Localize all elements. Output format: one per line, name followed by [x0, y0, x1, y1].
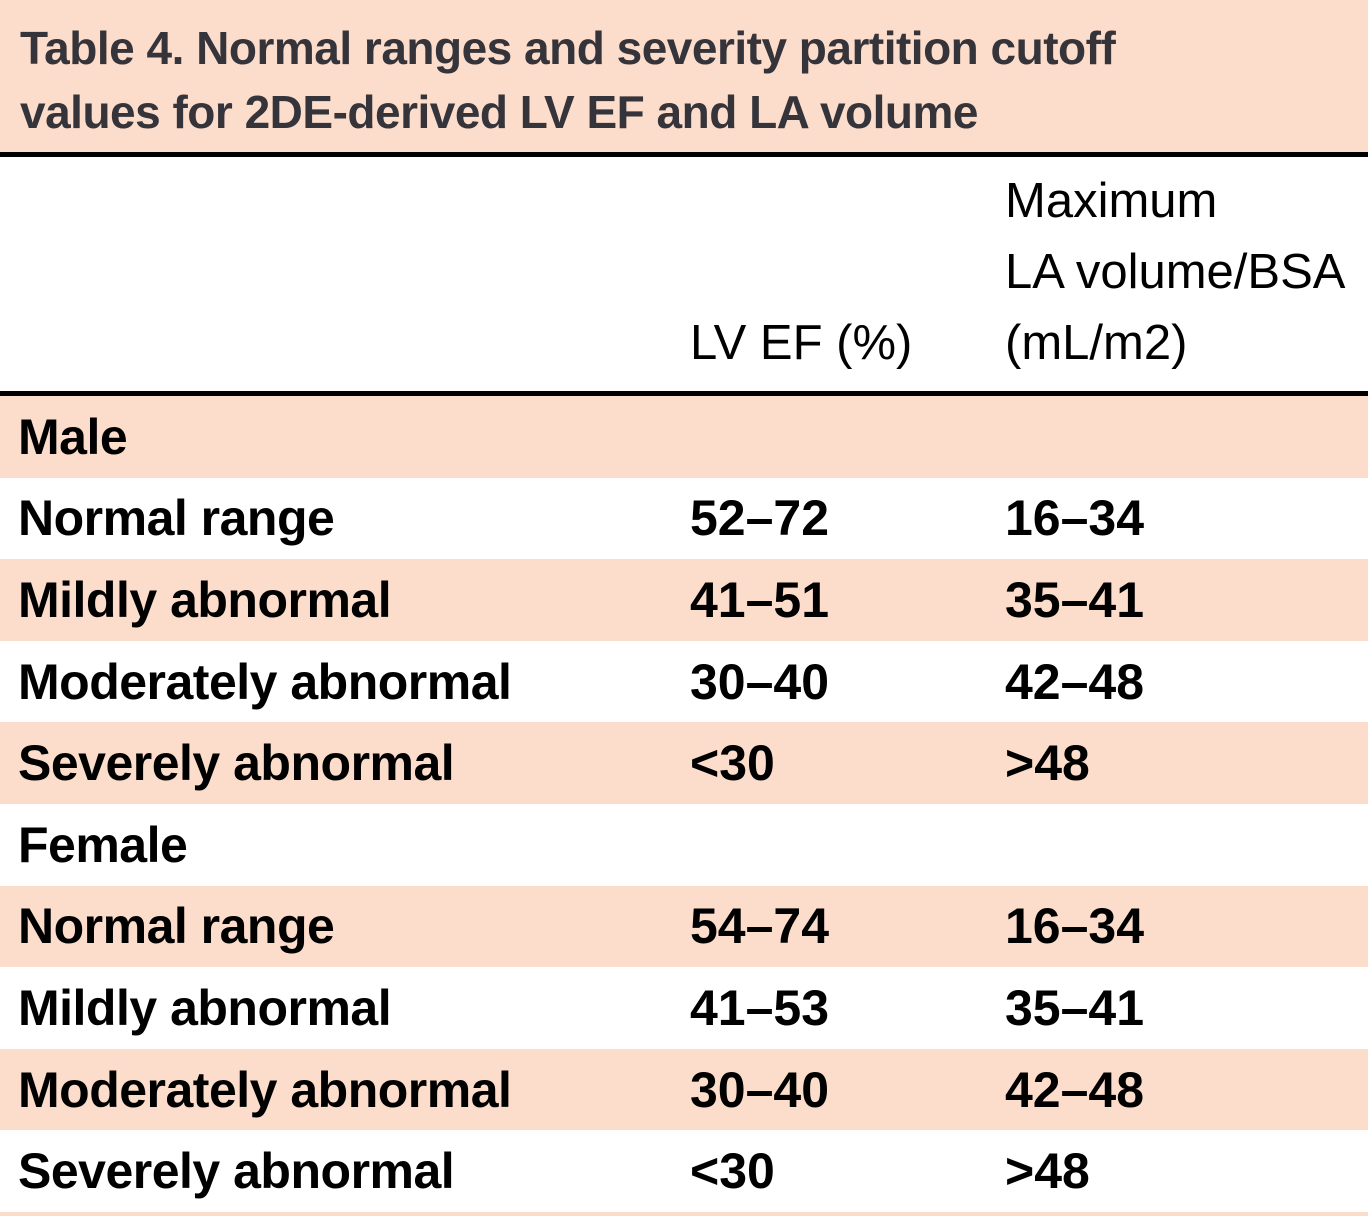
row-label: Male — [18, 408, 128, 465]
table-title-line-1: Table 4. Normal ranges and severity part… — [20, 22, 1116, 74]
row-label: Moderately abnormal — [18, 1061, 512, 1118]
row-label: Normal range — [18, 490, 335, 547]
column-header-band: LV EF (%) Maximum LA volume/BSA (mL/m2) — [0, 152, 1368, 396]
lvef-value: <30 — [690, 1143, 775, 1200]
la-volume-value: 42–48 — [1005, 1061, 1145, 1118]
table-row-female-severe: Severely abnormal <30 >48 — [0, 1130, 1368, 1212]
lvef-value: 30–40 — [690, 1061, 830, 1118]
column-header-la-line-2: LA volume/BSA — [1005, 245, 1346, 299]
lvef-value: 54–74 — [690, 898, 830, 955]
lvef-value: <30 — [690, 735, 775, 792]
column-header-lvef-label: LV EF (%) — [690, 316, 913, 370]
row-label: Mildly abnormal — [18, 571, 392, 628]
row-label: Severely abnormal — [18, 735, 455, 792]
table-row-male-section: Male — [0, 396, 1368, 478]
table-row-female-section: Female — [0, 803, 1368, 886]
lvef-value: 41–53 — [690, 979, 830, 1036]
lvef-value: 30–40 — [690, 653, 830, 710]
row-label: Severely abnormal — [18, 1143, 455, 1200]
column-header-la-volume: Maximum LA volume/BSA (mL/m2) — [989, 166, 1368, 379]
table-title-line-2: values for 2DE-derived LV EF and LA volu… — [20, 86, 979, 138]
table-row-female-mild: Mildly abnormal 41–53 35–41 — [0, 967, 1368, 1049]
la-volume-value: 35–41 — [1005, 571, 1145, 628]
table-row-male-normal: Normal range 52–72 16–34 — [0, 477, 1368, 560]
column-header-la-line-3: (mL/m2) — [1005, 316, 1188, 370]
table-row-male-mild: Mildly abnormal 41–51 35–41 — [0, 559, 1368, 641]
table-row-female-moderate: Moderately abnormal 30–40 42–48 — [0, 1048, 1368, 1131]
la-volume-value: >48 — [1005, 735, 1090, 792]
table-row-female-normal: Normal range 54–74 16–34 — [0, 885, 1368, 968]
row-label: Moderately abnormal — [18, 653, 512, 710]
lvef-value: 41–51 — [690, 571, 830, 628]
table-title: Table 4. Normal ranges and severity part… — [0, 0, 1368, 152]
column-header-lvef: LV EF (%) — [674, 308, 989, 379]
la-volume-value: 42–48 — [1005, 653, 1145, 710]
la-volume-value: 35–41 — [1005, 979, 1145, 1036]
la-volume-value: 16–34 — [1005, 898, 1145, 955]
la-volume-value: 16–34 — [1005, 490, 1145, 547]
table-row-male-moderate: Moderately abnormal 30–40 42–48 — [0, 640, 1368, 723]
row-label: Normal range — [18, 898, 335, 955]
table-body: Male Normal range 52–72 16–34 Mildly abn… — [0, 396, 1368, 1212]
column-header-la-line-1: Maximum — [1005, 174, 1218, 228]
row-label: Female — [18, 816, 188, 873]
table-row-male-severe: Severely abnormal <30 >48 — [0, 722, 1368, 804]
lvef-value: 52–72 — [690, 490, 830, 547]
la-volume-value: >48 — [1005, 1143, 1090, 1200]
row-label: Mildly abnormal — [18, 979, 392, 1036]
